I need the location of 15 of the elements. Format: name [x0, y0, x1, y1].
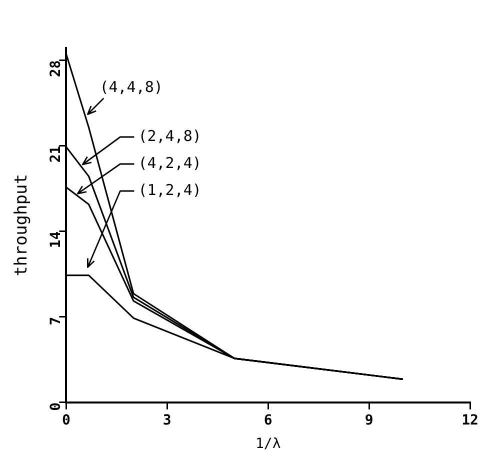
x-axis-title: 1/λ	[255, 436, 281, 452]
y-tick-label: 0	[48, 402, 64, 411]
series-label: (4,4,8)	[100, 78, 163, 96]
x-tick-label: 9	[364, 412, 374, 428]
y-tick-label: 14	[48, 231, 64, 248]
text: (2,4,8)	[138, 126, 202, 145]
y-tick-label: 28	[48, 60, 64, 78]
text: (1,2,4)	[138, 180, 202, 199]
text: (4,2,4)	[138, 154, 202, 172]
x-tick-label: 12	[462, 412, 478, 428]
y-tick-label: 7	[48, 316, 64, 326]
y-axis-title: throughput	[12, 174, 32, 276]
y-tick-label: 21	[48, 146, 64, 163]
x-tick-label: 3	[162, 412, 172, 428]
x-tick-label: 6	[264, 412, 272, 428]
